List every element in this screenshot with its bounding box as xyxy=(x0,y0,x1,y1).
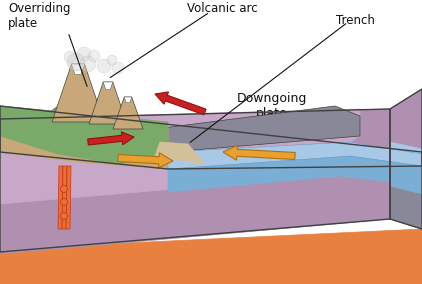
Polygon shape xyxy=(66,166,71,229)
FancyArrow shape xyxy=(118,153,173,168)
Text: Volcanic arc: Volcanic arc xyxy=(187,2,257,15)
Circle shape xyxy=(80,56,96,72)
Circle shape xyxy=(64,51,76,63)
FancyArrow shape xyxy=(155,92,206,115)
Polygon shape xyxy=(0,109,360,204)
Polygon shape xyxy=(58,166,63,229)
Text: Overriding
plate: Overriding plate xyxy=(8,2,70,30)
Polygon shape xyxy=(18,106,90,154)
Polygon shape xyxy=(390,186,422,229)
Polygon shape xyxy=(124,97,132,103)
Polygon shape xyxy=(0,109,390,254)
Polygon shape xyxy=(0,106,168,169)
Polygon shape xyxy=(390,89,422,149)
Polygon shape xyxy=(168,142,422,169)
Polygon shape xyxy=(89,82,127,124)
Text: Trench: Trench xyxy=(335,14,374,27)
Circle shape xyxy=(88,50,100,62)
Circle shape xyxy=(67,53,85,71)
Polygon shape xyxy=(103,82,113,89)
Polygon shape xyxy=(52,64,104,122)
Polygon shape xyxy=(71,64,84,74)
Circle shape xyxy=(97,59,111,73)
Circle shape xyxy=(60,199,68,206)
Polygon shape xyxy=(78,106,360,152)
Polygon shape xyxy=(0,229,422,284)
Text: Downgoing
plate: Downgoing plate xyxy=(237,92,307,120)
Circle shape xyxy=(112,62,124,74)
Polygon shape xyxy=(390,156,422,194)
Circle shape xyxy=(60,185,68,193)
Circle shape xyxy=(107,55,117,65)
Polygon shape xyxy=(155,142,205,164)
FancyArrow shape xyxy=(88,132,134,145)
FancyArrow shape xyxy=(223,145,295,160)
Polygon shape xyxy=(168,156,422,192)
Circle shape xyxy=(60,212,68,220)
Polygon shape xyxy=(0,129,170,162)
Polygon shape xyxy=(113,97,143,129)
Polygon shape xyxy=(390,142,422,166)
Polygon shape xyxy=(390,89,422,229)
Polygon shape xyxy=(0,106,168,164)
Polygon shape xyxy=(62,166,67,229)
Circle shape xyxy=(77,47,91,61)
